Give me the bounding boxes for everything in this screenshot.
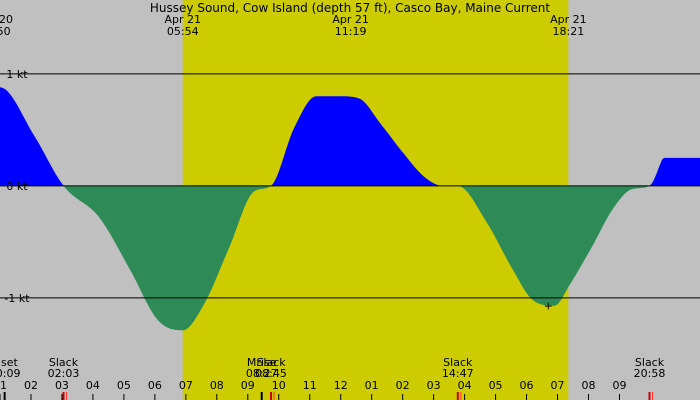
top-date-label: Apr 21	[164, 13, 201, 26]
event-label: Slack	[49, 356, 79, 369]
speed-label: 1 kt	[6, 68, 28, 81]
chart-title: Hussey Sound, Cow Island (depth 57 ft), …	[150, 1, 551, 15]
hour-label: 04	[458, 379, 472, 392]
event-time: 20:58	[634, 367, 666, 380]
hour-label: 09	[241, 379, 255, 392]
speed-label: 0 kt	[6, 180, 28, 193]
ebb-area	[0, 185, 700, 331]
hour-label: 07	[551, 379, 565, 392]
speed-label: -1 kt	[4, 292, 30, 305]
speed-gridlines	[0, 73, 700, 299]
hour-label: 05	[117, 379, 131, 392]
event-time: 08:27	[246, 367, 278, 380]
top-time-label: 05:54	[167, 25, 199, 38]
event-time: 14:47	[442, 367, 474, 380]
hour-label: 01	[0, 379, 7, 392]
speed-axis-labels: 1 kt 0 kt -1 kt	[4, 68, 30, 305]
hour-axis: 1112010203040506070809101112010203040506…	[0, 379, 626, 400]
extreme-marker: +	[544, 300, 553, 313]
hour-label: 11	[303, 379, 317, 392]
hour-label: 08	[210, 379, 224, 392]
hour-label: 05	[489, 379, 503, 392]
hour-label: 02	[396, 379, 410, 392]
current-areas	[0, 87, 700, 331]
event-label: Slack	[443, 356, 473, 369]
top-time-label: 18:21	[553, 25, 585, 38]
event-label: Mset	[0, 356, 18, 369]
hour-label: 03	[427, 379, 441, 392]
event-time: 02:03	[48, 367, 80, 380]
top-date-label: Apr 20	[0, 13, 13, 26]
top-time-label: 11:19	[335, 25, 367, 38]
hour-label: 01	[365, 379, 379, 392]
hour-label: 06	[520, 379, 534, 392]
top-date-label: Apr 21	[332, 13, 369, 26]
top-time-label: 23:50	[0, 25, 11, 38]
hour-label: 06	[148, 379, 162, 392]
hour-label: 12	[334, 379, 348, 392]
event-labels: Mset00:09Slack02:03Mrise08:27Slack08:45S…	[0, 356, 665, 400]
hour-label: 02	[24, 379, 38, 392]
event-label: Slack	[256, 356, 286, 369]
hour-label: 10	[272, 379, 286, 392]
top-date-label: Apr 21	[550, 13, 587, 26]
hour-label: 07	[179, 379, 193, 392]
event-label: Mrise	[247, 356, 277, 369]
event-label: Slack	[635, 356, 665, 369]
event-time: 08:45	[255, 367, 287, 380]
hour-label: 09	[612, 379, 626, 392]
event-time: 00:09	[0, 367, 20, 380]
hour-label: 08	[581, 379, 595, 392]
hour-label: 04	[86, 379, 100, 392]
flood-area	[0, 87, 700, 186]
hour-label: 03	[55, 379, 69, 392]
markers: +	[544, 300, 553, 313]
